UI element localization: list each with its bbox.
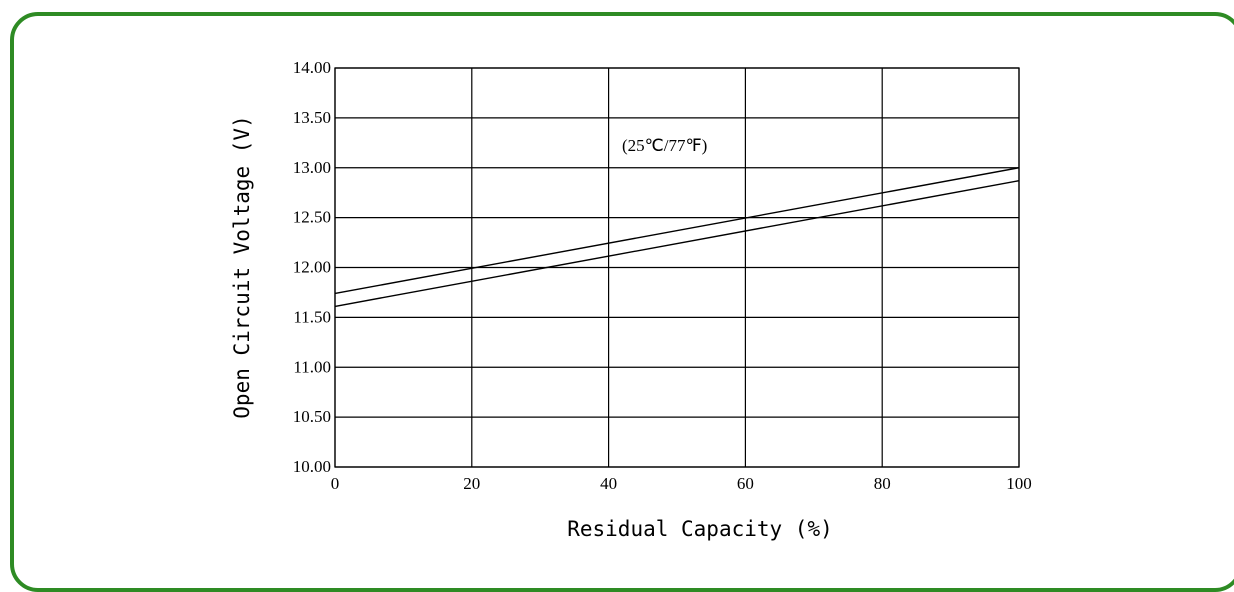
y-tick-label: 12.50 — [293, 208, 331, 227]
x-tick-label: 40 — [600, 474, 617, 493]
series-line-2 — [334, 180, 1020, 308]
plot-border — [334, 67, 1020, 468]
y-axis-title: Open Circuit Voltage (V) — [230, 115, 254, 418]
x-tick-label: 0 — [331, 474, 340, 493]
y-tick-label: 12.00 — [293, 258, 331, 277]
y-tick-label: 10.50 — [293, 407, 331, 426]
y-tick-label: 14.00 — [293, 58, 331, 77]
y-tick-label: 13.00 — [293, 158, 331, 177]
x-tick-labels: 0 20 40 60 80 100 — [331, 474, 1032, 493]
x-axis-title: Residual Capacity (%) — [567, 517, 833, 541]
x-tick-label: 60 — [737, 474, 754, 493]
y-tick-label: 11.00 — [293, 357, 331, 376]
y-tick-labels: 10.00 10.50 11.00 11.50 12.00 12.50 13.00 13.50… — [293, 58, 331, 476]
series-layer — [334, 167, 1020, 308]
x-tick-label: 100 — [1006, 474, 1032, 493]
y-tick-label: 13.50 — [293, 108, 331, 127]
series-line-1 — [334, 167, 1020, 295]
x-tick-label: 80 — [874, 474, 891, 493]
x-tick-label: 20 — [463, 474, 480, 493]
temperature-annotation: (25℃/77℉) — [622, 136, 707, 155]
y-tick-label: 11.50 — [293, 307, 331, 326]
chart: 0 20 40 60 80 100 10.00 10.50 11.00 11.50 12.00 12… — [230, 58, 1032, 541]
y-tick-label: 10.00 — [293, 457, 331, 476]
grid — [334, 67, 1020, 468]
